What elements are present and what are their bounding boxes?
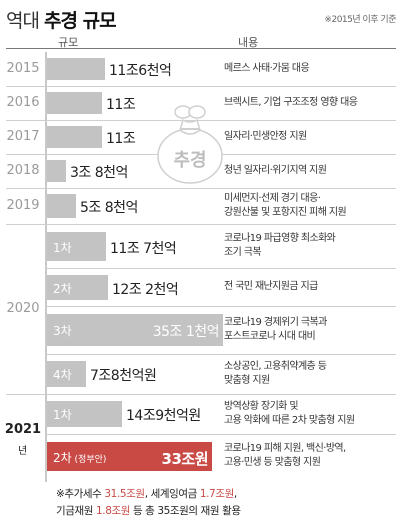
chart-axis xyxy=(45,52,47,482)
row-description: 방역상황 장기화 및 xyxy=(224,401,299,412)
bar-value-label: 12조 2천억 xyxy=(112,282,179,298)
year-label-2015: 2015 xyxy=(6,61,40,76)
bar-value-label: 33조원 xyxy=(161,450,209,468)
title-main: 추경 규모 xyxy=(44,10,117,32)
row-description: 맞춤형 지원 xyxy=(224,375,270,386)
bar-2020-3차 xyxy=(47,314,223,346)
year-label-2021: 2021 xyxy=(4,422,42,437)
row-description: 고용 악화에 따른 2차 맞춤형 지원 xyxy=(224,415,355,426)
round-label: 4차 xyxy=(53,368,72,382)
basis-note: ※2015년 이후 기준 xyxy=(324,15,396,25)
row-description: 코로나19 피해 지원, 백신·방역, xyxy=(224,443,346,454)
year-label-2016: 2016 xyxy=(6,95,40,110)
bar-2019 xyxy=(47,194,76,218)
row-divider xyxy=(6,86,396,87)
bar-value-label: 11조6천억 xyxy=(109,63,172,79)
row-divider xyxy=(6,188,396,189)
row-divider xyxy=(45,268,396,269)
page-title: 역대 추경 규모 xyxy=(6,6,117,33)
bar-2015 xyxy=(47,58,105,80)
row-description: 포스트코로나 시대 대비 xyxy=(224,331,316,342)
round-label: 2차 (정부안) xyxy=(53,451,107,465)
bar-value-label: 5조 8천억 xyxy=(80,200,138,216)
row-description: 조기 극복 xyxy=(224,247,262,258)
bar-2020-4차 xyxy=(47,361,86,387)
money-bag-label: 추경 xyxy=(173,150,207,171)
row-description: 미세먼지·선제 경기 대응· xyxy=(224,193,321,204)
year-label-2018: 2018 xyxy=(6,163,40,178)
bar-value-label: 11조 7천억 xyxy=(110,241,177,257)
year-label-2019: 2019 xyxy=(6,198,40,213)
row-divider xyxy=(6,224,396,225)
footnote-line-2: 기금재원 1.8조원 등 총 35조원의 재원 활용 xyxy=(56,505,241,517)
row-divider xyxy=(6,120,396,121)
row-description: 코로나19 파급영향 최소화와 xyxy=(224,233,336,244)
bar-2016 xyxy=(47,92,102,114)
row-description: 강원산불 및 포항지진 피해 지원 xyxy=(224,207,347,218)
bar-2020-2차 xyxy=(47,275,108,300)
title-prefix: 역대 xyxy=(6,10,40,32)
row-description: 코로나19 경제위기 극복과 xyxy=(224,317,327,328)
header-divider xyxy=(6,48,396,49)
row-divider xyxy=(45,434,396,435)
bar-value-label: 11조 xyxy=(106,131,136,147)
round-label: 2차 xyxy=(53,282,72,296)
column-header-content: 내용 xyxy=(238,36,259,49)
row-description: 고용·민생 등 맞춤형 지원 xyxy=(224,457,321,468)
footnote-line-1: ※추가세수 31.5조원, 세계잉여금 1.7조원, xyxy=(56,488,237,500)
bar-value-label: 11조 xyxy=(106,97,136,113)
row-description: 메르스 사태·가뭄 대응 xyxy=(224,63,310,74)
bar-2018 xyxy=(47,160,66,182)
row-description: 전 국민 재난지원금 지급 xyxy=(224,281,318,292)
row-description: 일자리·민생안정 지원 xyxy=(224,131,307,142)
bar-2017 xyxy=(47,126,102,148)
row-divider xyxy=(45,354,396,355)
year-label-2017: 2017 xyxy=(6,129,40,144)
money-bag-icon: 추경 xyxy=(150,96,230,186)
row-divider xyxy=(6,394,396,395)
row-description: 브렉시트, 기업 구조조정 영향 대응 xyxy=(224,97,358,108)
bar-value-label: 7조8천억원 xyxy=(90,368,157,384)
bar-value-label: 14조9천억원 xyxy=(126,408,201,424)
round-label: 1차 xyxy=(53,241,72,255)
round-label: 1차 xyxy=(53,408,72,422)
bar-2021-1차 xyxy=(47,401,122,427)
row-description: 청년 일자리·위기지역 지원 xyxy=(224,165,327,176)
bar-value-label: 3조 8천억 xyxy=(70,165,128,181)
round-label: 3차 xyxy=(53,324,72,338)
row-description: 소상공인, 고용취약계층 등 xyxy=(224,361,327,372)
year-suffix: 년 xyxy=(18,446,28,457)
round-note: (정부안) xyxy=(71,455,107,465)
year-label-2020: 2020 xyxy=(6,301,40,316)
bar-2020-1차 xyxy=(47,232,106,261)
column-header-size: 규모 xyxy=(58,36,79,49)
bar-2021-2차 xyxy=(47,442,212,471)
row-divider xyxy=(45,306,396,307)
bar-value-label: 35조 1천억 xyxy=(152,324,220,340)
